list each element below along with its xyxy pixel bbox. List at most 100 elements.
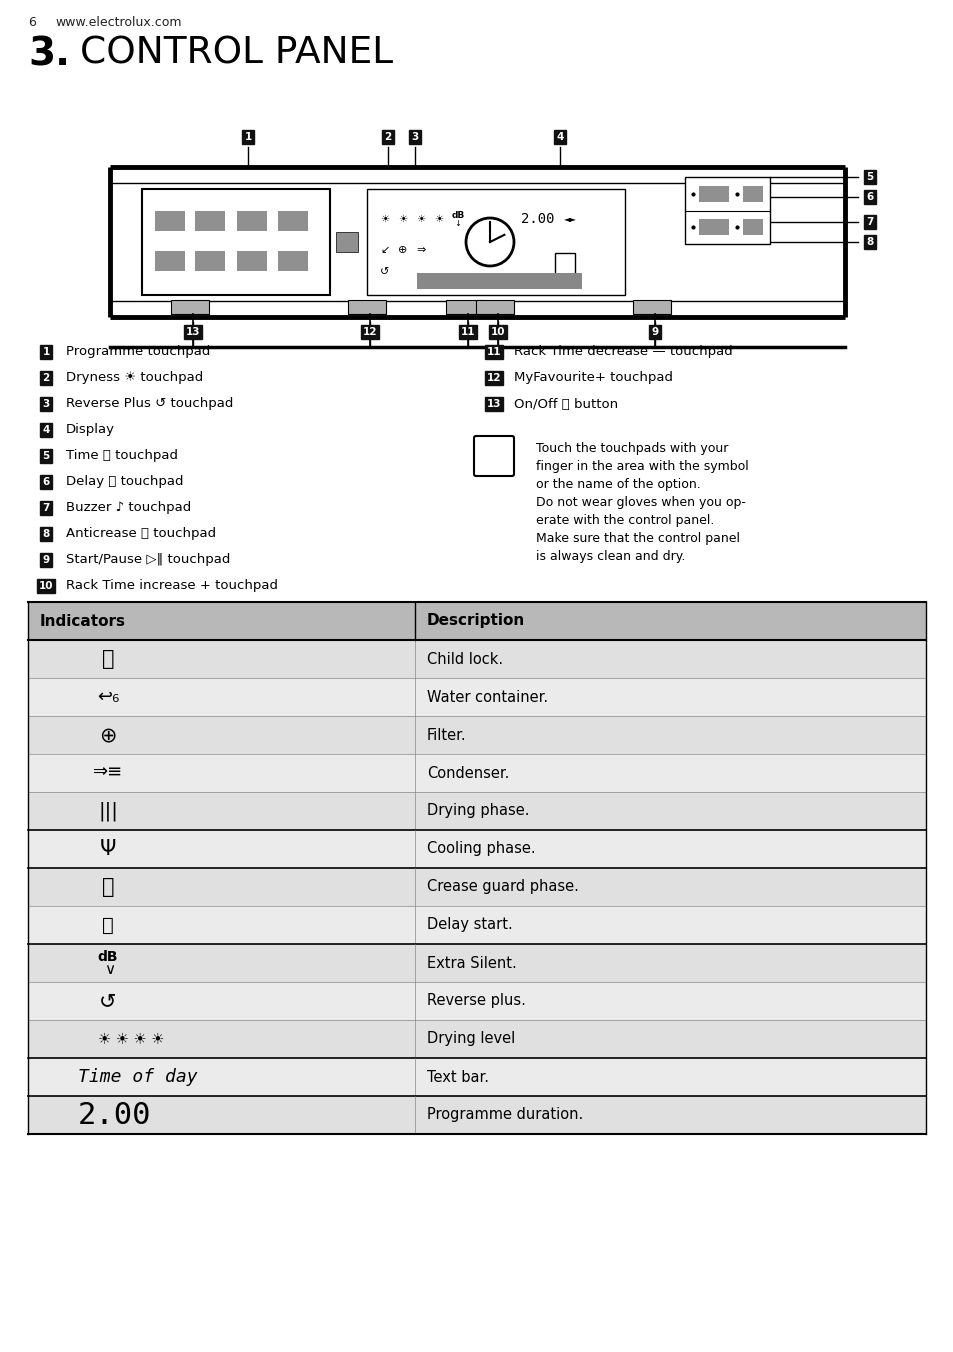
Text: Display: Display <box>66 423 115 437</box>
Bar <box>28 944 925 982</box>
Bar <box>684 177 769 243</box>
Bar <box>28 639 925 677</box>
Text: 7: 7 <box>42 503 50 512</box>
Text: 2.00: 2.00 <box>520 212 554 226</box>
Bar <box>28 792 925 830</box>
Text: Indicators: Indicators <box>40 614 126 629</box>
Text: Child lock.: Child lock. <box>427 652 502 667</box>
Text: 12: 12 <box>362 327 376 337</box>
Text: ⍓: ⍓ <box>102 649 114 669</box>
Text: 4: 4 <box>556 132 563 142</box>
Bar <box>699 185 728 201</box>
Text: 7: 7 <box>865 218 873 227</box>
Text: Anticrease Ⓘ touchpad: Anticrease Ⓘ touchpad <box>66 527 216 541</box>
Text: ☀: ☀ <box>380 214 389 223</box>
Text: Time ⏱ touchpad: Time ⏱ touchpad <box>66 449 178 462</box>
Text: finger in the area with the symbol: finger in the area with the symbol <box>536 460 748 473</box>
Bar <box>416 273 581 289</box>
FancyBboxPatch shape <box>474 435 514 476</box>
Text: 10: 10 <box>39 581 53 591</box>
Text: 2.00: 2.00 <box>78 1101 152 1129</box>
Text: 1: 1 <box>244 132 252 142</box>
Bar <box>154 211 185 231</box>
Text: 9: 9 <box>651 327 658 337</box>
Text: ☀: ☀ <box>434 214 443 223</box>
Text: 13: 13 <box>486 399 500 410</box>
Text: 10: 10 <box>490 327 505 337</box>
Text: Extra Silent.: Extra Silent. <box>427 956 517 971</box>
Text: 9: 9 <box>42 556 50 565</box>
Bar <box>28 868 925 906</box>
Text: Delay ⏰ touchpad: Delay ⏰ touchpad <box>66 476 183 488</box>
Text: www.electrolux.com: www.electrolux.com <box>55 15 181 28</box>
Bar <box>742 185 762 201</box>
Text: Make sure that the control panel: Make sure that the control panel <box>536 531 740 545</box>
Text: 11: 11 <box>460 327 475 337</box>
Text: 6: 6 <box>865 192 873 201</box>
Bar <box>335 233 357 251</box>
Text: Ⓘ: Ⓘ <box>102 877 114 896</box>
Text: ↓: ↓ <box>454 219 461 228</box>
Text: ↩₆: ↩₆ <box>96 688 119 706</box>
Text: Condenser.: Condenser. <box>427 765 509 780</box>
Bar <box>194 211 225 231</box>
Text: ∨: ∨ <box>104 963 115 977</box>
Text: Start/Pause ▷‖ touchpad: Start/Pause ▷‖ touchpad <box>66 553 230 566</box>
Text: ↺: ↺ <box>380 268 389 277</box>
Text: Buzzer ♪ touchpad: Buzzer ♪ touchpad <box>66 502 191 515</box>
Text: 1: 1 <box>42 347 50 357</box>
Text: Ψ: Ψ <box>100 840 116 859</box>
Bar <box>742 219 762 235</box>
Text: dB: dB <box>451 211 464 220</box>
Text: 3: 3 <box>42 399 50 410</box>
Text: Reverse Plus ↺ touchpad: Reverse Plus ↺ touchpad <box>66 397 233 411</box>
Text: 2: 2 <box>384 132 392 142</box>
Bar <box>28 1019 925 1059</box>
Text: Touch the touchpads with your: Touch the touchpads with your <box>536 442 727 456</box>
Text: Time of day: Time of day <box>78 1068 197 1086</box>
Bar <box>194 251 225 270</box>
Bar <box>367 189 624 295</box>
Bar <box>28 754 925 792</box>
Text: Description: Description <box>427 614 525 629</box>
Text: Rack Time decrease — touchpad: Rack Time decrease — touchpad <box>514 346 732 358</box>
Text: Drying phase.: Drying phase. <box>427 803 529 818</box>
Bar <box>28 602 925 639</box>
Text: 5: 5 <box>42 452 50 461</box>
Bar <box>555 253 575 283</box>
Bar <box>28 717 925 754</box>
Text: Reverse plus.: Reverse plus. <box>427 994 525 1009</box>
Text: ☀: ☀ <box>398 214 407 223</box>
Text: Delay start.: Delay start. <box>427 918 512 933</box>
Text: ☀: ☀ <box>416 214 425 223</box>
Bar <box>277 211 308 231</box>
Bar <box>171 300 209 314</box>
Text: Programme touchpad: Programme touchpad <box>66 346 211 358</box>
Bar <box>277 251 308 270</box>
Bar <box>348 300 386 314</box>
Text: ↺: ↺ <box>99 991 116 1011</box>
Text: Crease guard phase.: Crease guard phase. <box>427 880 578 895</box>
Text: ↙: ↙ <box>380 246 389 256</box>
Text: ⊕: ⊕ <box>398 246 407 256</box>
Text: 11: 11 <box>486 347 500 357</box>
Text: |||: ||| <box>98 802 118 821</box>
Text: i: i <box>490 448 497 465</box>
Bar <box>699 219 728 235</box>
Text: CONTROL PANEL: CONTROL PANEL <box>80 37 393 72</box>
Bar <box>236 211 267 231</box>
Text: 3.: 3. <box>28 35 70 73</box>
Text: Text bar.: Text bar. <box>427 1069 489 1084</box>
Text: 5: 5 <box>865 172 873 183</box>
Bar <box>446 300 483 314</box>
Text: 8: 8 <box>42 529 50 539</box>
Bar <box>236 251 267 270</box>
Text: ☀ ☀ ☀ ☀: ☀ ☀ ☀ ☀ <box>98 1032 164 1046</box>
Bar <box>28 1059 925 1096</box>
Bar <box>28 677 925 717</box>
Bar <box>28 1096 925 1134</box>
Text: Filter.: Filter. <box>427 727 466 742</box>
Text: Dryness ☀ touchpad: Dryness ☀ touchpad <box>66 372 203 384</box>
Text: Rack Time increase + touchpad: Rack Time increase + touchpad <box>66 580 277 592</box>
Bar <box>28 982 925 1019</box>
